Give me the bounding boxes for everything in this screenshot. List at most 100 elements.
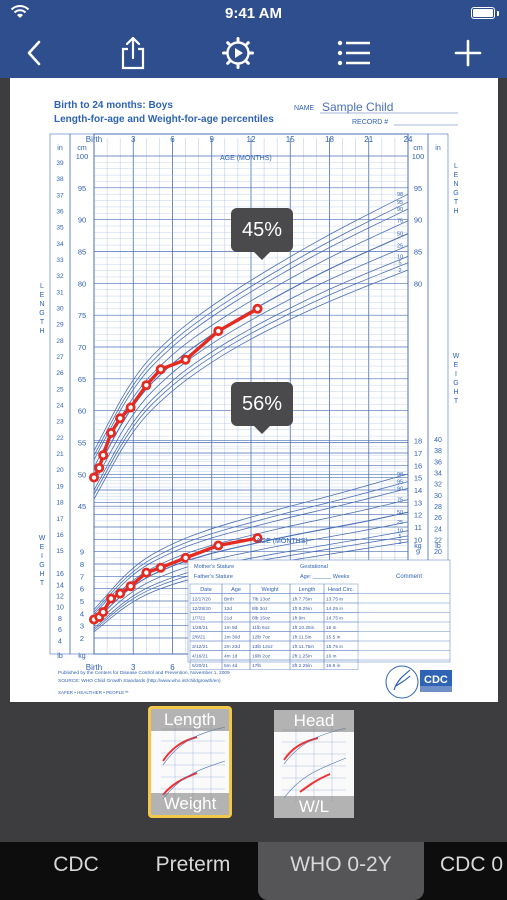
thumb-length-label: Length <box>151 709 229 731</box>
kg-tick-label: 8 <box>80 560 84 569</box>
back-button[interactable] <box>14 34 54 72</box>
wifi-icon <box>10 5 30 18</box>
kg-tick-label-right: 18 <box>414 437 422 446</box>
weight-patient-point-center <box>100 609 106 615</box>
length-weight-thumbnail-image <box>161 724 226 804</box>
table-cell-value: 2ft 2.25in <box>292 663 312 669</box>
weight-axis-word-right: T <box>454 398 459 405</box>
lb-tick-label-right: 20 <box>434 549 442 556</box>
unit-kg-right: kg <box>414 543 422 550</box>
length-patient-point-center <box>255 306 260 311</box>
share-icon <box>121 36 145 70</box>
thumb-length-weight[interactable]: Length Weight <box>148 706 232 818</box>
table-cell-value: 16.5 in <box>326 663 341 669</box>
weight-axis-word-left: I <box>41 553 43 560</box>
age-months-label-top: AGE (MONTHS) <box>220 155 272 162</box>
month-tick-label: 12 <box>247 135 256 144</box>
cm-tick-label-right: 90 <box>414 216 422 225</box>
inch-tick-label: 21 <box>56 451 64 458</box>
measurements-table: Mother's Stature Father's Stature Gestat… <box>187 559 451 670</box>
length-patient-point-center <box>216 328 221 334</box>
length-percentile-label: 2 <box>398 268 401 274</box>
back-icon <box>27 40 41 66</box>
cdc-logo: CDC <box>385 665 452 699</box>
table-cell-value: 5/20/21 <box>192 663 208 669</box>
weight-percentile-label: 95 <box>397 480 403 486</box>
tab-cdc-0[interactable]: CDC 0 <box>440 853 504 876</box>
length-percentile-bubble[interactable]: 45% <box>231 208 293 260</box>
tab-preterm[interactable]: Preterm <box>155 853 231 876</box>
weight-axis-word-left: T <box>40 580 45 587</box>
weight-patient-point-center <box>108 596 114 601</box>
lb-tick-label: 4 <box>58 638 62 645</box>
weight-percentile-label: 90 <box>397 486 403 492</box>
lb-tick-label: 16 <box>56 571 64 578</box>
length-axis-word-right: G <box>453 190 458 197</box>
list-icon <box>337 40 370 66</box>
weight-percentile-bubble[interactable]: 56% <box>231 382 293 434</box>
chart-title: Birth to 24 months: Boys <box>54 100 173 111</box>
table-cell-value: 13.75 in <box>326 597 343 603</box>
inch-tick-label: 35 <box>56 225 64 232</box>
inch-tick-label: 37 <box>56 192 64 199</box>
length-percentile-98-curve <box>93 193 409 451</box>
inch-tick-label: 16 <box>56 532 64 539</box>
add-button[interactable] <box>448 34 488 72</box>
table-cell-value: 8lb 15oz <box>252 616 271 622</box>
tab-who-0-2y[interactable]: WHO 0-2Y <box>258 842 424 900</box>
month-tick-label: 6 <box>170 135 175 144</box>
unit-kg-left: kg <box>78 653 86 660</box>
table-cell-value: 1ft 7.75in <box>292 597 312 603</box>
fathers-stature-label: Father's Stature <box>194 574 233 580</box>
inch-tick-label: 30 <box>56 306 64 313</box>
length-percentile-2-curve <box>93 269 409 500</box>
length-patient-point-center <box>91 475 97 480</box>
table-cell-value: 17lb <box>252 663 261 669</box>
thumb-head-wl[interactable]: Head W/L <box>274 710 354 818</box>
inch-tick-label: 15 <box>56 548 64 555</box>
weight-axis-word-right: G <box>453 380 458 387</box>
length-percentile-5-curve <box>93 262 409 495</box>
growth-chart-paper[interactable]: Birth to 24 months: Boys Length-for-age … <box>10 78 498 710</box>
weight-percentile-95-curve <box>93 481 409 613</box>
month-tick-label-bottom: Birth <box>86 663 102 672</box>
length-percentile-25-curve <box>93 245 409 484</box>
add-icon <box>454 39 482 67</box>
inch-tick-label: 28 <box>56 338 64 345</box>
safer-text: SAFER • HEALTHIER • PEOPLE™ <box>58 690 129 695</box>
inch-tick-label: 25 <box>56 386 64 393</box>
length-patient-point-center <box>158 367 163 372</box>
thumb-wl-label: W/L <box>274 796 354 818</box>
length-axis-word: E <box>40 292 45 299</box>
chart-type-tabbar: CDC Preterm WHO 0-2Y CDC 0 <box>0 842 507 900</box>
table-cell-value: 1ft 9in <box>292 616 305 622</box>
length-axis-word-right: L <box>454 163 458 170</box>
inch-tick-label: 39 <box>56 160 64 167</box>
length-patient-point-center <box>144 383 149 388</box>
share-button[interactable] <box>113 34 153 72</box>
battery-icon <box>471 7 495 19</box>
weight-percentile-label: 25 <box>397 520 403 526</box>
length-percentile-label: 90 <box>397 207 403 213</box>
head-wl-thumbnail-image <box>282 725 347 802</box>
table-cell-value: Birth <box>224 597 234 603</box>
inch-tick-label: 36 <box>56 208 64 215</box>
status-bar: 9:41 AM <box>0 0 507 28</box>
cm-tick-label: 60 <box>78 407 86 416</box>
comment-label: Comment <box>396 574 422 580</box>
table-cell-value: 21d <box>224 616 232 622</box>
weight-percentile-50-curve <box>93 511 409 623</box>
kg-tick-label: 6 <box>80 585 84 594</box>
inch-tick-label: 31 <box>56 289 64 296</box>
cm-tick-label: 90 <box>78 216 86 225</box>
settings-button[interactable] <box>218 34 258 72</box>
kg-tick-label-right: 12 <box>414 511 422 520</box>
table-cell-value: 1m 9d <box>224 625 238 631</box>
length-axis-word-right: N <box>453 181 458 188</box>
unit-cm-right: cm <box>413 145 423 152</box>
inch-tick-label: 20 <box>56 467 64 474</box>
tab-cdc[interactable]: CDC <box>53 853 99 876</box>
list-button[interactable] <box>334 34 374 72</box>
length-axis-word-right: T <box>454 199 459 206</box>
weight-percentile-label: 5 <box>398 534 401 540</box>
